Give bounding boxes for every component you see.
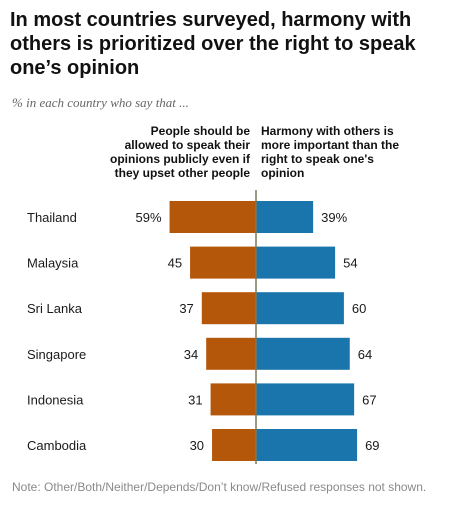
chart-note: Note: Other/Both/Neither/Depends/Don’t k… [12,480,427,494]
bar-right-singapore [256,337,350,370]
bar-left-indonesia [210,383,256,416]
value-label-right-singapore: 64 [358,347,372,362]
bar-left-cambodia [212,429,256,461]
bar-left-thailand [169,201,256,233]
left-column-header: People should be allowed to speak their … [110,124,251,180]
value-label-left-indonesia: 31 [188,392,202,407]
bar-right-cambodia [256,429,358,461]
chart-subtitle: % in each country who say that ... [12,95,189,110]
value-label-left-malaysia: 45 [168,256,182,271]
bar-right-sri-lanka [256,292,344,325]
bar-left-sri-lanka [201,292,256,325]
value-label-right-malaysia: 54 [343,256,357,271]
value-label-right-sri-lanka: 60 [352,301,366,316]
bar-right-thailand [256,201,314,233]
category-label-sri-lanka: Sri Lanka [27,301,83,316]
bar-left-malaysia [190,246,256,279]
category-label-thailand: Thailand [27,210,77,225]
right-column-header: Harmony with others is more important th… [261,124,400,180]
bar-right-malaysia [256,246,336,279]
value-label-right-cambodia: 69 [365,438,379,453]
bar-left-singapore [206,337,256,370]
category-label-cambodia: Cambodia [27,438,87,453]
category-label-indonesia: Indonesia [27,392,84,407]
category-label-malaysia: Malaysia [27,256,79,271]
value-label-left-sri-lanka: 37 [179,301,193,316]
chart-title: In most countries surveyed, harmony with… [10,9,416,79]
value-label-right-thailand: 39% [321,210,347,225]
value-label-right-indonesia: 67 [362,392,376,407]
bar-right-indonesia [256,383,355,416]
value-label-left-singapore: 34 [184,347,198,362]
value-label-left-cambodia: 30 [190,438,204,453]
category-label-singapore: Singapore [27,347,86,362]
value-label-left-thailand: 59% [136,210,162,225]
